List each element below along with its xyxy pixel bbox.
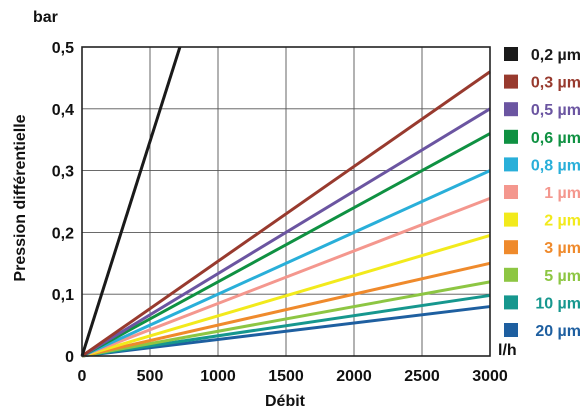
legend: 0,2 µm 0,3 µm 0,5 µm 0,6 µm 0,8 µm 1 µm 2 µm 3 … [504, 47, 581, 340]
series-line [80, 46, 182, 357]
series-line [81, 293, 491, 358]
y-axis-label: Pression différentielle [12, 114, 29, 281]
x-tick-label: 500 [137, 368, 164, 385]
x-tick-label: 1000 [200, 368, 236, 385]
legend-label: 0,8 µm [531, 157, 581, 174]
series-line [81, 70, 491, 358]
series-line [81, 132, 491, 358]
legend-swatch [504, 267, 518, 282]
legend-label: 2 µm [544, 213, 581, 230]
series-line [81, 261, 491, 358]
legend-swatch [504, 295, 518, 310]
legend-swatch [504, 47, 518, 61]
series-line [81, 305, 491, 358]
y-tick-labels: 0 0,1 0,2 0,3 0,4 0,5 [52, 40, 74, 366]
plot-frame [81, 46, 491, 357]
legend-swatch [504, 212, 518, 227]
legend-label: 0,3 µm [531, 75, 581, 92]
x-tick-label: 1500 [268, 368, 304, 385]
legend-swatch [504, 129, 518, 144]
legend-swatch [504, 157, 518, 172]
y-tick-label: 0 [65, 349, 74, 366]
series-lines [80, 46, 491, 358]
y-tick-label: 0,1 [52, 287, 74, 304]
legend-swatch [504, 102, 518, 117]
y-tick-label: 0,5 [52, 40, 74, 57]
legend-label: 10 µm [535, 295, 581, 312]
x-tick-label: 0 [78, 368, 87, 385]
x-axis-label: Débit [265, 393, 306, 410]
legend-label: 3 µm [544, 240, 581, 257]
legend-label: 5 µm [544, 268, 581, 285]
x-tick-label: 3000 [472, 368, 508, 385]
legend-label: 0,6 µm [531, 130, 581, 147]
legend-label: 0,5 µm [531, 102, 581, 119]
y-tick-label: 0,3 [52, 164, 74, 181]
y-tick-label: 0,2 [52, 225, 74, 242]
legend-swatch [504, 240, 518, 255]
x-tick-labels: 0 500 1000 1500 2000 2500 3000 [78, 368, 508, 385]
x-unit: l/h [498, 342, 517, 359]
legend-swatch [504, 185, 518, 199]
legend-swatch [504, 323, 518, 337]
y-unit: bar [33, 9, 58, 26]
legend-label: 20 µm [535, 323, 581, 340]
series-line [81, 169, 491, 358]
legend-label: 1 µm [544, 185, 581, 202]
series-line [81, 234, 491, 358]
legend-label: 0,2 µm [531, 47, 581, 64]
series-line [81, 107, 491, 358]
x-tick-label: 2500 [404, 368, 440, 385]
x-tick-label: 2000 [336, 368, 372, 385]
y-tick-label: 0,4 [52, 102, 74, 119]
series-line [81, 280, 491, 358]
series-line [81, 197, 491, 358]
legend-swatch [504, 74, 518, 89]
